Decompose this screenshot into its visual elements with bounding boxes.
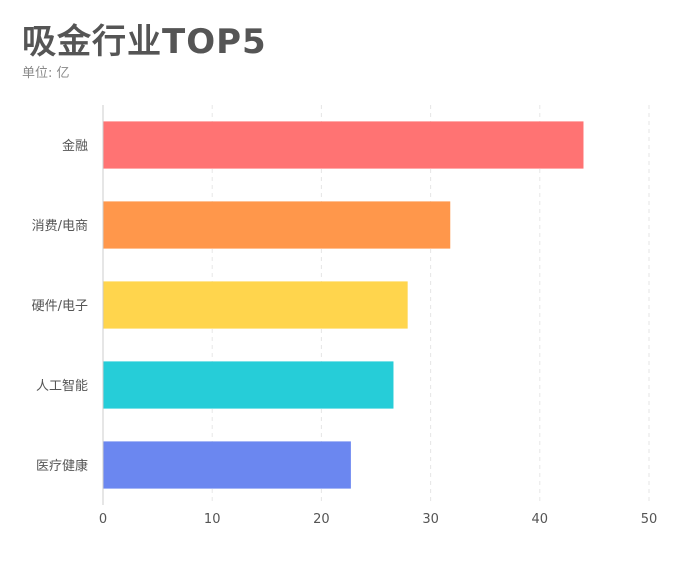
chart-title: 吸金行业TOP5 [22,22,267,62]
bar-0 [103,121,584,169]
chart-subtitle: 单位: 亿 [22,66,70,81]
bar-layer [103,121,584,489]
bar-3 [103,361,394,409]
bar-1 [103,201,451,249]
x-tick-label: 50 [641,512,658,527]
x-tick-label: 20 [313,512,330,527]
category-label: 消费/电商 [32,219,88,234]
x-tick-label: 30 [422,512,439,527]
category-label: 金融 [62,138,88,154]
category-label: 硬件/电子 [32,299,88,314]
category-label: 人工智能 [36,379,88,394]
category-label: 医疗健康 [36,458,88,474]
bar-4 [103,441,351,489]
x-tick-label: 0 [99,512,107,527]
bar-2 [103,281,408,329]
x-tick-label: 10 [204,512,221,527]
x-tick-label: 40 [532,512,549,527]
